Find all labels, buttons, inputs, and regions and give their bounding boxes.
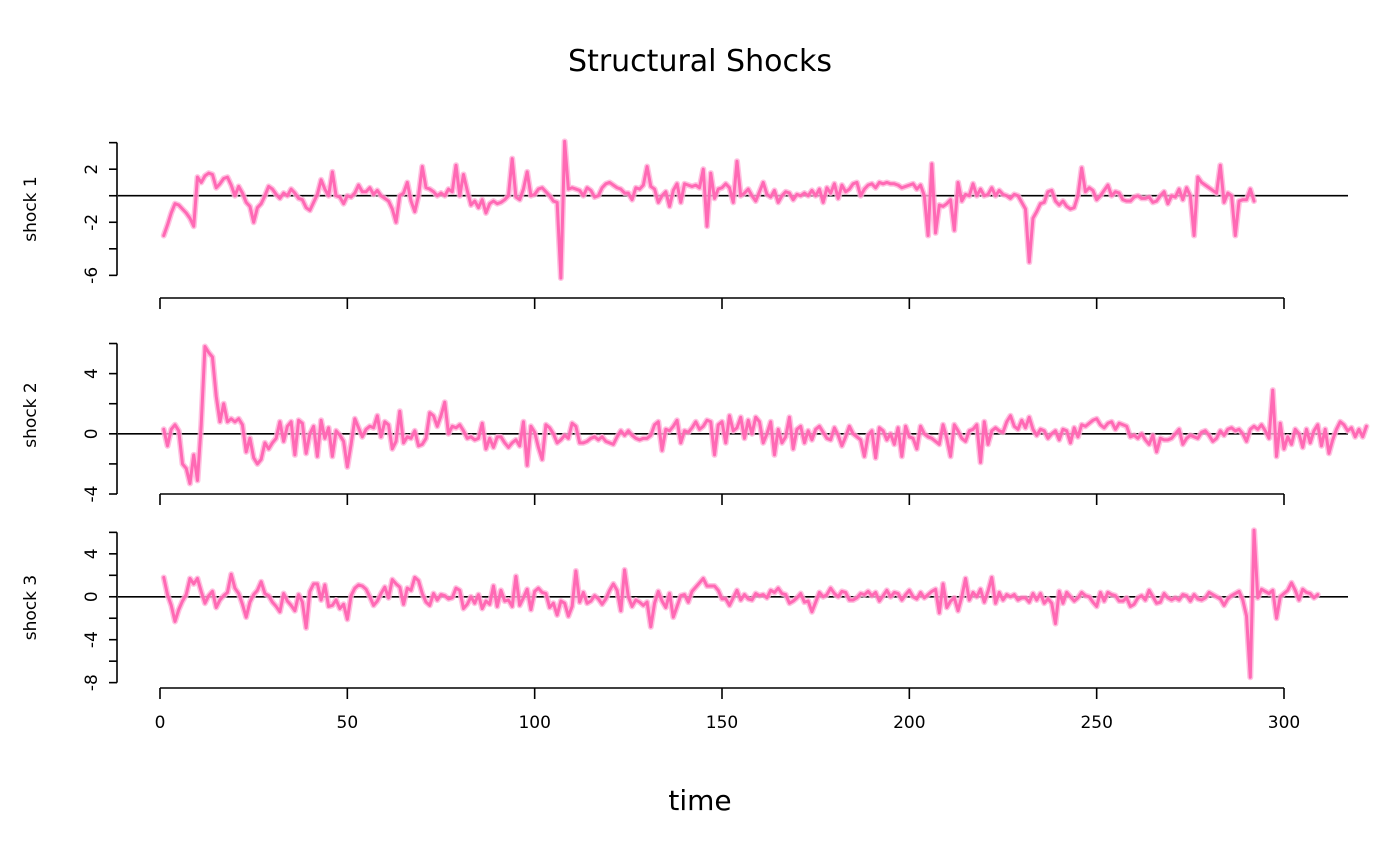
y-tick-label: -2: [82, 214, 102, 231]
x-tick-label: 150: [706, 713, 738, 733]
y-tick-label: 4: [82, 368, 102, 379]
x-tick-label: 50: [337, 713, 359, 733]
x-tick-label: 300: [1268, 713, 1300, 733]
x-axis-label: time: [668, 784, 731, 817]
y-axis-label: shock 2: [21, 382, 41, 447]
series-line: [162, 139, 1256, 280]
y-tick-label: -4: [82, 631, 102, 648]
chart-title: Structural Shocks: [568, 44, 832, 79]
panel-2: 4 0 -4 shock 2: [21, 342, 1370, 505]
x-tick-label: 250: [1080, 713, 1112, 733]
y-tick-label: -8: [82, 674, 102, 691]
x-tick-label: 0: [155, 713, 166, 733]
y-tick-label: 0: [82, 591, 102, 602]
panel-3: 4 0 -4 -8 shock 3 0 50 100 150 200 250 300: [21, 527, 1348, 733]
series-band: [160, 343, 1370, 487]
x-tick-label: 100: [518, 713, 550, 733]
y-tick-label: 2: [82, 164, 102, 175]
panel-1: 2 -2 -6 shock 1: [21, 138, 1348, 309]
y-tick-label: -4: [82, 486, 102, 503]
y-tick-label: -6: [82, 267, 102, 284]
panels-group: 2 -2 -6 shock 1 4 0 -4 shock 2 4 0 -4 -8 shock 3 0 50 1…: [21, 138, 1370, 733]
x-tick-label: 200: [893, 713, 925, 733]
y-tick-label: 0: [82, 428, 102, 439]
series-line: [162, 528, 1320, 679]
series-line: [162, 345, 1368, 485]
y-axis-label: shock 1: [21, 176, 41, 241]
y-tick-label: 4: [82, 548, 102, 559]
y-axis-label: shock 3: [21, 575, 41, 640]
